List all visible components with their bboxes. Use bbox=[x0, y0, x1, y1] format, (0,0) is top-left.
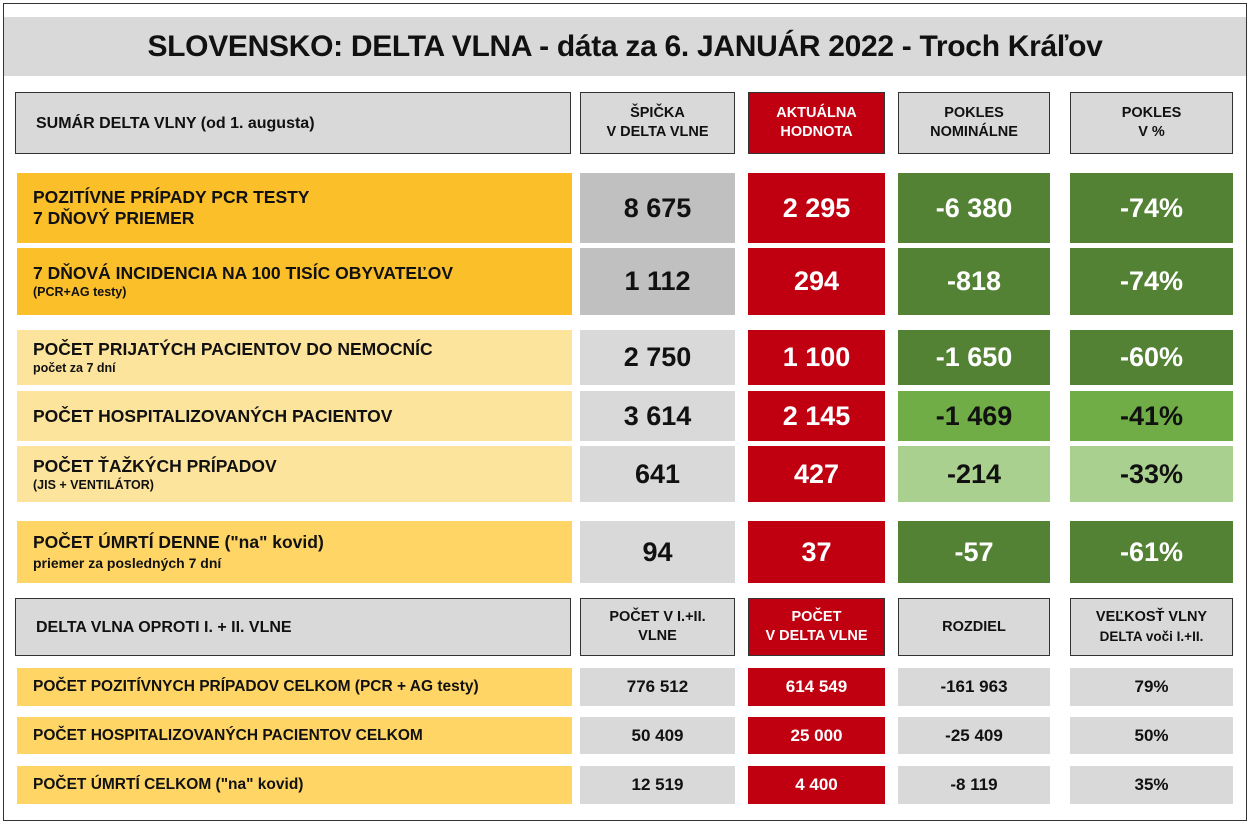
header-difference: ROZDIEL bbox=[898, 598, 1050, 656]
header-current-line1: AKTUÁLNA bbox=[776, 105, 857, 121]
page-title: SLOVENSKO: DELTA VLNA - dáta za 6. JANUÁ… bbox=[4, 17, 1246, 76]
row-label-sub: (JIS + VENTILÁTOR) bbox=[33, 477, 154, 492]
row-label-sub: (PCR+AG testy) bbox=[33, 285, 127, 299]
summary-row-drop-pct: -74% bbox=[1070, 173, 1233, 243]
header-prev-line1: POČET V I.+II. bbox=[609, 609, 706, 625]
comparison-row-diff: -25 409 bbox=[898, 717, 1050, 754]
header-drop-nominal-line2: NOMINÁLNE bbox=[930, 124, 1018, 140]
summary-row-drop-pct: -74% bbox=[1070, 248, 1233, 315]
header-delta-line2: V DELTA VLNE bbox=[765, 628, 868, 644]
comparison-row-ratio: 50% bbox=[1070, 717, 1233, 754]
summary-row-peak: 8 675 bbox=[580, 173, 735, 243]
summary-row-drop-nominal: -818 bbox=[898, 248, 1050, 315]
comparison-row-ratio: 35% bbox=[1070, 766, 1233, 804]
comparison-row-prev: 776 512 bbox=[580, 668, 735, 706]
row-label-main: POČET HOSPITALIZOVANÝCH PACIENTOV bbox=[33, 405, 393, 426]
row-label-main: POČET PRIJATÝCH PACIENTOV DO NEMOCNÍC bbox=[33, 339, 433, 359]
comparison-row-prev: 50 409 bbox=[580, 717, 735, 754]
comparison-row-delta: 25 000 bbox=[748, 717, 885, 754]
summary-row-drop-nominal: -214 bbox=[898, 446, 1050, 502]
summary-row-label: POČET ÚMRTÍ DENNE ("na" kovid) priemer z… bbox=[17, 521, 572, 583]
summary-row-current: 1 100 bbox=[748, 330, 885, 385]
comparison-row-prev: 12 519 bbox=[580, 766, 735, 804]
comparison-header-label: DELTA VLNA OPROTI I. + II. VLNE bbox=[15, 598, 571, 656]
header-drop-pct-line2: V % bbox=[1138, 124, 1165, 140]
header-ratio-line2: DELTA voči I.+II. bbox=[1099, 629, 1204, 644]
header-diff-text: ROZDIEL bbox=[942, 618, 1006, 635]
summary-row-drop-pct: -60% bbox=[1070, 330, 1233, 385]
summary-row-label: 7 DŇOVÁ INCIDENCIA NA 100 TISÍC OBYVATEĽ… bbox=[17, 248, 572, 315]
summary-row-label: POČET PRIJATÝCH PACIENTOV DO NEMOCNÍC po… bbox=[17, 330, 572, 385]
summary-row-peak: 94 bbox=[580, 521, 735, 583]
summary-row-drop-nominal: -57 bbox=[898, 521, 1050, 583]
header-peak-line1: ŠPIČKA bbox=[630, 105, 685, 121]
summary-row-drop-nominal: -1 650 bbox=[898, 330, 1050, 385]
summary-row-drop-pct: -33% bbox=[1070, 446, 1233, 502]
row-label-sub: priemer za posledných 7 dní bbox=[33, 554, 222, 571]
summary-row-label: POČET HOSPITALIZOVANÝCH PACIENTOV bbox=[17, 391, 572, 441]
header-peak: ŠPIČKA V DELTA VLNE bbox=[580, 92, 735, 154]
summary-row-drop-pct: -61% bbox=[1070, 521, 1233, 583]
header-drop-pct-line1: POKLES bbox=[1121, 105, 1182, 121]
row-label-main: 7 DŇOVÁ INCIDENCIA NA 100 TISÍC OBYVATEĽ… bbox=[33, 263, 454, 283]
summary-row-current: 37 bbox=[748, 521, 885, 583]
summary-header-label: SUMÁR DELTA VLNY (od 1. augusta) bbox=[15, 92, 571, 154]
comparison-row-label: POČET HOSPITALIZOVANÝCH PACIENTOV CELKOM bbox=[17, 717, 572, 754]
comparison-row-diff: -161 963 bbox=[898, 668, 1050, 706]
header-drop-nominal: POKLES NOMINÁLNE bbox=[898, 92, 1050, 154]
comparison-header-text: DELTA VLNA OPROTI I. + II. VLNE bbox=[36, 618, 292, 636]
header-prev-line2: VLNE bbox=[638, 628, 677, 644]
header-delta-line1: POČET bbox=[791, 609, 842, 625]
summary-row-peak: 641 bbox=[580, 446, 735, 502]
row-label-main: POČET ÚMRTÍ DENNE ("na" kovid) bbox=[33, 531, 324, 552]
row-label-main: POZITÍVNE PRÍPADY PCR TESTY bbox=[33, 187, 310, 207]
comparison-row-delta: 614 549 bbox=[748, 668, 885, 706]
summary-row-peak: 2 750 bbox=[580, 330, 735, 385]
row-label-main-line2: 7 DŇOVÝ PRIEMER bbox=[33, 208, 195, 228]
comparison-row-delta: 4 400 bbox=[748, 766, 885, 804]
comparison-row-diff: -8 119 bbox=[898, 766, 1050, 804]
summary-row-drop-nominal: -6 380 bbox=[898, 173, 1050, 243]
summary-row-peak: 1 112 bbox=[580, 248, 735, 315]
header-drop-nominal-line1: POKLES bbox=[944, 105, 1004, 121]
comparison-row-label: POČET POZITÍVNYCH PRÍPADOV CELKOM (PCR +… bbox=[17, 668, 572, 706]
summary-row-current: 2 295 bbox=[748, 173, 885, 243]
summary-row-drop-nominal: -1 469 bbox=[898, 391, 1050, 441]
header-current-line2: HODNOTA bbox=[780, 124, 853, 140]
summary-row-current: 294 bbox=[748, 248, 885, 315]
header-delta-wave: POČET V DELTA VLNE bbox=[748, 598, 885, 656]
comparison-row-label: POČET ÚMRTÍ CELKOM ("na" kovid) bbox=[17, 766, 572, 804]
summary-row-label: POZITÍVNE PRÍPADY PCR TESTY 7 DŇOVÝ PRIE… bbox=[17, 173, 572, 243]
summary-row-peak: 3 614 bbox=[580, 391, 735, 441]
row-label-main: POČET ŤAŽKÝCH PRÍPADOV bbox=[33, 455, 277, 476]
summary-row-current: 427 bbox=[748, 446, 885, 502]
header-current: AKTUÁLNA HODNOTA bbox=[748, 92, 885, 154]
summary-row-label: POČET ŤAŽKÝCH PRÍPADOV (JIS + VENTILÁTOR… bbox=[17, 446, 572, 502]
header-wave-size: VEĽKOSŤ VLNY DELTA voči I.+II. bbox=[1070, 598, 1233, 656]
row-label-sub: počet za 7 dní bbox=[33, 361, 116, 375]
header-drop-pct: POKLES V % bbox=[1070, 92, 1233, 154]
header-peak-line2: V DELTA VLNE bbox=[606, 124, 709, 140]
comparison-row-ratio: 79% bbox=[1070, 668, 1233, 706]
summary-row-current: 2 145 bbox=[748, 391, 885, 441]
summary-row-drop-pct: -41% bbox=[1070, 391, 1233, 441]
summary-header-text: SUMÁR DELTA VLNY (od 1. augusta) bbox=[36, 114, 315, 132]
header-prev-waves: POČET V I.+II. VLNE bbox=[580, 598, 735, 656]
header-ratio-line1: VEĽKOSŤ VLNY bbox=[1095, 609, 1208, 625]
